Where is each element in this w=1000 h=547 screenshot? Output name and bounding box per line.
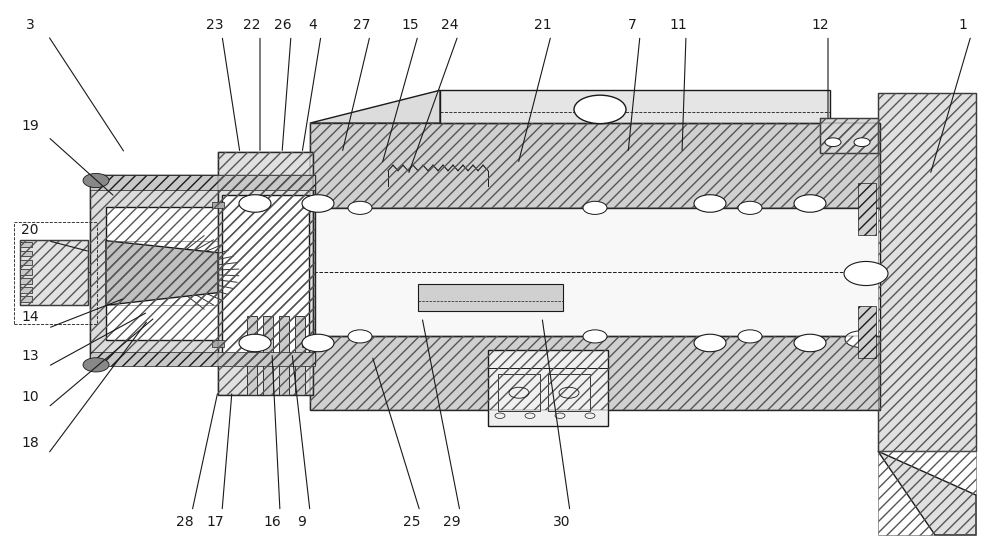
Bar — [878, 451, 976, 535]
Polygon shape — [106, 241, 218, 305]
Bar — [20, 240, 88, 305]
Text: 4: 4 — [309, 18, 317, 32]
Circle shape — [83, 173, 109, 188]
Circle shape — [302, 195, 334, 212]
Text: 16: 16 — [263, 515, 281, 529]
Bar — [440, 90, 830, 123]
Bar — [820, 118, 878, 153]
Polygon shape — [878, 451, 976, 535]
Bar — [310, 208, 880, 336]
Text: 1: 1 — [959, 18, 967, 32]
Bar — [106, 241, 218, 305]
Bar — [20, 269, 32, 275]
Bar — [218, 152, 313, 395]
Circle shape — [583, 201, 607, 214]
Bar — [14, 222, 97, 324]
Text: 21: 21 — [534, 18, 552, 32]
Circle shape — [738, 201, 762, 214]
Bar — [845, 325, 875, 353]
Circle shape — [844, 261, 888, 286]
Circle shape — [83, 358, 109, 372]
Bar — [279, 316, 289, 395]
Circle shape — [348, 330, 372, 343]
Bar — [90, 352, 315, 366]
Bar — [218, 152, 313, 395]
Bar — [20, 260, 32, 265]
Text: 28: 28 — [176, 515, 194, 529]
Bar — [302, 202, 314, 208]
Text: 29: 29 — [443, 515, 461, 529]
Text: 19: 19 — [21, 119, 39, 133]
Bar — [418, 284, 563, 311]
Text: 20: 20 — [21, 223, 39, 237]
Bar — [498, 374, 540, 411]
Bar — [90, 175, 315, 364]
Circle shape — [239, 195, 271, 212]
Bar — [878, 93, 976, 451]
Bar — [310, 336, 880, 410]
Text: 25: 25 — [403, 515, 421, 529]
Bar — [820, 118, 878, 153]
Bar — [20, 296, 32, 302]
Bar — [222, 195, 309, 362]
Text: 27: 27 — [353, 18, 371, 32]
Circle shape — [239, 334, 271, 352]
Circle shape — [794, 334, 826, 352]
Bar — [20, 242, 32, 247]
Bar — [310, 123, 880, 208]
Text: 10: 10 — [21, 389, 39, 404]
Circle shape — [694, 334, 726, 352]
Circle shape — [302, 334, 334, 352]
Bar — [212, 202, 224, 208]
Text: 26: 26 — [274, 18, 292, 32]
Polygon shape — [310, 90, 440, 123]
Text: 14: 14 — [21, 310, 39, 324]
Bar — [90, 175, 315, 190]
Text: 23: 23 — [206, 18, 224, 32]
Bar — [106, 207, 291, 340]
Circle shape — [583, 330, 607, 343]
Bar — [295, 316, 305, 395]
Text: 22: 22 — [243, 18, 261, 32]
Circle shape — [574, 95, 626, 124]
Bar — [858, 183, 876, 235]
Bar — [310, 336, 880, 410]
Circle shape — [825, 138, 841, 147]
Text: 13: 13 — [21, 348, 39, 363]
Circle shape — [738, 330, 762, 343]
Bar — [488, 350, 608, 426]
Text: 11: 11 — [669, 18, 687, 32]
Text: 18: 18 — [21, 436, 39, 450]
Text: 3: 3 — [26, 18, 34, 32]
Bar — [548, 374, 590, 411]
Bar — [855, 249, 878, 298]
Bar — [858, 306, 876, 358]
Text: 9: 9 — [298, 515, 306, 529]
Circle shape — [854, 138, 870, 147]
Bar — [20, 278, 32, 284]
Bar — [20, 240, 88, 305]
Bar — [20, 287, 32, 293]
Text: 7: 7 — [628, 18, 636, 32]
Text: 24: 24 — [441, 18, 459, 32]
Bar — [212, 340, 224, 347]
Circle shape — [348, 201, 372, 214]
Text: 15: 15 — [401, 18, 419, 32]
Text: 17: 17 — [206, 515, 224, 529]
Circle shape — [845, 331, 875, 347]
Text: 12: 12 — [811, 18, 829, 32]
Bar — [20, 251, 32, 257]
Circle shape — [694, 195, 726, 212]
Bar — [263, 316, 273, 395]
Bar — [302, 340, 314, 347]
Circle shape — [794, 195, 826, 212]
Bar — [90, 175, 315, 364]
Bar — [310, 123, 880, 208]
Bar — [878, 93, 976, 451]
Bar — [247, 316, 257, 395]
Text: 30: 30 — [553, 515, 571, 529]
